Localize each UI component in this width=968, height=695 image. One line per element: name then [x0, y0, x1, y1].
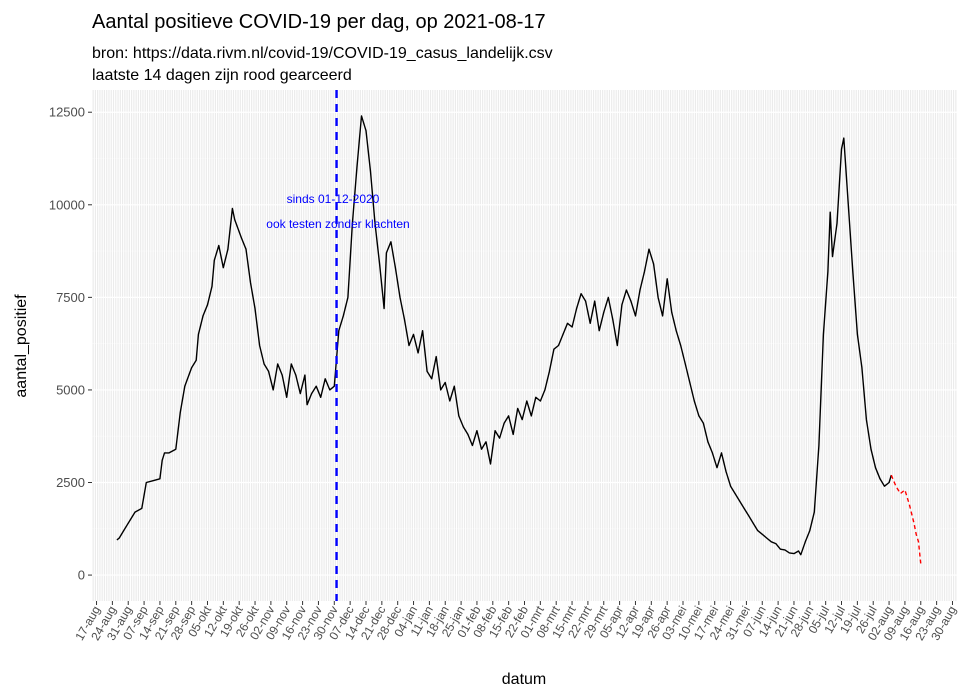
last-14-days-line — [890, 474, 922, 565]
y-axis: 0 2500 5000 7500 10000 12500 — [49, 105, 92, 583]
y-tick-label: 5000 — [56, 382, 85, 397]
y-axis-title: aantal_positief — [13, 294, 30, 398]
chart-subtitle-line-2: laatste 14 dagen zijn rood gearceerd — [92, 67, 352, 84]
daily-positives-line — [116, 115, 892, 556]
y-tick-label: 2500 — [56, 475, 85, 490]
y-tick-label: 12500 — [49, 105, 85, 120]
x-axis-title: datum — [502, 671, 546, 688]
y-tick-label: 10000 — [49, 197, 85, 212]
annotation-line-1: sinds 01-12-2020 — [287, 192, 380, 206]
y-tick-label: 0 — [78, 568, 85, 583]
series-layer — [116, 115, 922, 565]
annotation-line-2: ook testen zonder klachten — [266, 217, 409, 231]
y-tick-label: 7500 — [56, 290, 85, 305]
x-axis: 17-aug24-aug31-aug07-sep14-sep21-sep28-s… — [72, 601, 959, 643]
chart-subtitle-line-1: bron: https://data.rivm.nl/covid-19/COVI… — [92, 45, 553, 62]
chart-title: Aantal positieve COVID-19 per dag, op 20… — [92, 11, 546, 33]
grid — [91, 90, 958, 601]
